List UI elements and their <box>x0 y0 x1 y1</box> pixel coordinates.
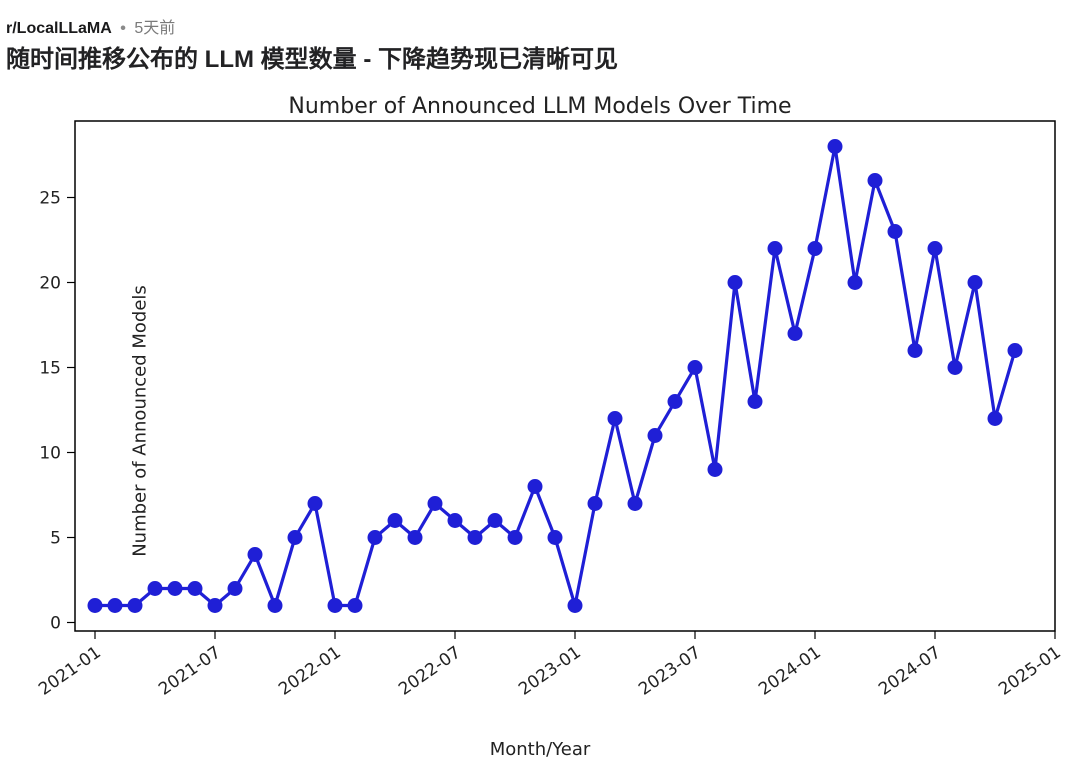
svg-text:2025-01: 2025-01 <box>995 643 1065 700</box>
data-point <box>868 173 883 188</box>
meta-separator: • <box>116 20 130 37</box>
data-point <box>448 513 463 528</box>
chart-title: Number of Announced LLM Models Over Time <box>0 94 1080 119</box>
data-point <box>788 326 803 341</box>
data-point <box>208 598 223 613</box>
chart-svg: 0 5 10 15 20 25 2021-01 2021-07 2022-01 2022-07 20… <box>0 76 1080 766</box>
data-point <box>328 598 343 613</box>
svg-text:2023-01: 2023-01 <box>515 643 585 700</box>
svg-text:0: 0 <box>50 614 61 634</box>
post-header: r/LocalLLaMA • 5天前 随时间推移公布的 LLM 模型数量 - 下… <box>0 0 1080 76</box>
data-point <box>728 275 743 290</box>
svg-text:10: 10 <box>39 444 61 464</box>
data-point <box>828 139 843 154</box>
data-point <box>468 530 483 545</box>
data-point <box>988 411 1003 426</box>
svg-text:2022-01: 2022-01 <box>275 643 345 700</box>
data-point <box>308 496 323 511</box>
data-point <box>548 530 563 545</box>
post-title: 随时间推移公布的 LLM 模型数量 - 下降趋势现已清晰可见 <box>6 44 1074 76</box>
svg-text:20: 20 <box>39 274 61 294</box>
svg-text:15: 15 <box>39 359 61 379</box>
svg-text:2022-07: 2022-07 <box>395 643 465 700</box>
data-point <box>648 428 663 443</box>
data-point <box>188 581 203 596</box>
data-point <box>708 462 723 477</box>
data-point <box>228 581 243 596</box>
data-point <box>968 275 983 290</box>
data-point <box>388 513 403 528</box>
data-point <box>928 241 943 256</box>
data-point <box>748 394 763 409</box>
data-point <box>608 411 623 426</box>
data-point <box>108 598 123 613</box>
data-point <box>248 547 263 562</box>
data-point <box>168 581 183 596</box>
data-point <box>428 496 443 511</box>
data-point <box>668 394 683 409</box>
svg-text:5: 5 <box>50 529 61 549</box>
data-point <box>288 530 303 545</box>
data-point <box>948 360 963 375</box>
data-point <box>568 598 583 613</box>
subreddit-link[interactable]: r/LocalLLaMA <box>6 20 112 37</box>
data-point <box>628 496 643 511</box>
chart-ylabel: Number of Announced Models <box>129 286 150 558</box>
data-point <box>908 343 923 358</box>
data-point <box>528 479 543 494</box>
chart-xlabel: Month/Year <box>0 739 1080 760</box>
data-point <box>368 530 383 545</box>
data-point <box>488 513 503 528</box>
data-point <box>408 530 423 545</box>
svg-text:2021-01: 2021-01 <box>35 643 105 700</box>
svg-text:2021-07: 2021-07 <box>155 643 225 700</box>
data-point <box>148 581 163 596</box>
data-point <box>508 530 523 545</box>
svg-text:2024-01: 2024-01 <box>755 643 825 700</box>
data-point <box>848 275 863 290</box>
data-point <box>88 598 103 613</box>
post-age: 5天前 <box>134 20 175 37</box>
data-point <box>348 598 363 613</box>
chart-container: Number of Announced LLM Models Over Time… <box>0 76 1080 766</box>
data-point <box>768 241 783 256</box>
data-point <box>128 598 143 613</box>
data-point <box>688 360 703 375</box>
svg-text:2023-07: 2023-07 <box>635 643 705 700</box>
data-point <box>588 496 603 511</box>
data-point <box>888 224 903 239</box>
svg-text:2024-07: 2024-07 <box>875 643 945 700</box>
svg-text:25: 25 <box>39 189 61 209</box>
data-point <box>1008 343 1023 358</box>
post-meta: r/LocalLLaMA • 5天前 <box>6 14 1074 38</box>
data-point <box>808 241 823 256</box>
data-point <box>268 598 283 613</box>
